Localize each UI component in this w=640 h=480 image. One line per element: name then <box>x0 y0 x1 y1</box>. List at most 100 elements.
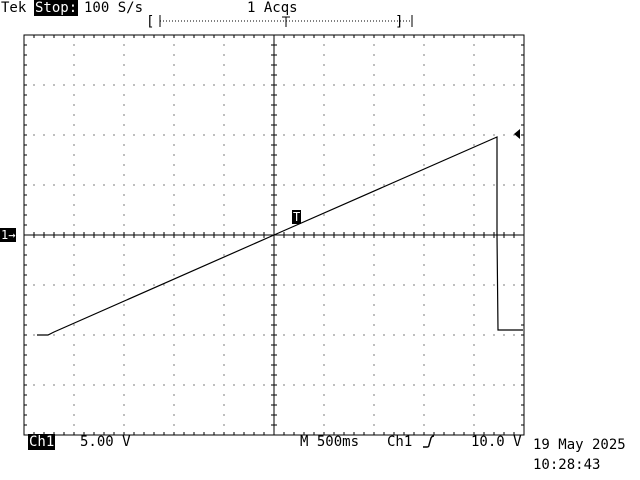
grid-dot <box>73 124 75 126</box>
grid-dot <box>153 284 155 286</box>
grid-dot <box>423 254 425 256</box>
grid-dot <box>73 184 75 186</box>
grid-dot <box>143 134 145 136</box>
grid-dot <box>433 384 435 386</box>
grid-dot <box>33 334 35 336</box>
grid-dot <box>223 104 225 106</box>
grid-dot <box>83 84 85 86</box>
grid-dot <box>393 334 395 336</box>
grid-dot <box>423 184 425 186</box>
grid-dot <box>223 374 225 376</box>
grid-dot <box>493 184 495 186</box>
grid-dot <box>473 214 475 216</box>
grid-dot <box>513 84 515 86</box>
grid-dot <box>123 64 125 66</box>
grid-dot <box>353 184 355 186</box>
grid-dot <box>343 84 345 86</box>
grid-dot <box>63 384 65 386</box>
grid-dot <box>373 314 375 316</box>
grid-dot <box>373 114 375 116</box>
grid-dot <box>83 384 85 386</box>
grid-dot <box>423 324 425 326</box>
grid-dot <box>223 304 225 306</box>
grid-dot <box>173 364 175 366</box>
grid-dot <box>313 134 315 136</box>
grid-dot <box>53 284 55 286</box>
grid-dot <box>253 134 255 136</box>
grid-dot <box>243 84 245 86</box>
grid-dot <box>173 124 175 126</box>
grid-dot <box>173 154 175 156</box>
grid-dot <box>313 384 315 386</box>
grid-dot <box>423 264 425 266</box>
grid-dot <box>513 184 515 186</box>
grid-dot <box>473 264 475 266</box>
grid-dot <box>223 84 225 86</box>
grid-dot <box>73 324 75 326</box>
grid-dot <box>223 284 225 286</box>
time-label: 10:28:43 <box>533 457 601 473</box>
grid-dot <box>173 104 175 106</box>
grid-dot <box>443 184 445 186</box>
grid-dot <box>353 334 355 336</box>
grid-dot <box>173 164 175 166</box>
grid-dot <box>393 84 395 86</box>
grid-dot <box>223 174 225 176</box>
grid-dot <box>223 254 225 256</box>
grid-dot <box>143 84 145 86</box>
grid-dot <box>173 244 175 246</box>
grid-dot <box>373 304 375 306</box>
grid-dot <box>413 384 415 386</box>
grid-dot <box>473 94 475 96</box>
grid-dot <box>473 354 475 356</box>
grid-dot <box>363 284 365 286</box>
grid-dot <box>223 324 225 326</box>
grid-dot <box>193 184 195 186</box>
grid-dot <box>243 284 245 286</box>
grid-dot <box>373 254 375 256</box>
grid-dot <box>73 74 75 76</box>
grid-dot <box>183 334 185 336</box>
grid-dot <box>123 74 125 76</box>
grid-dot <box>223 274 225 276</box>
grid-dot <box>223 334 225 336</box>
trigger-level-label: 10.0 V <box>471 434 522 450</box>
graticule <box>23 34 525 436</box>
grid-dot <box>423 364 425 366</box>
grid-dot <box>373 244 375 246</box>
grid-dot <box>483 84 485 86</box>
grid-dot <box>473 164 475 166</box>
grid-dot <box>333 184 335 186</box>
grid-dot <box>203 84 205 86</box>
grid-dot <box>223 124 225 126</box>
grid-dot <box>473 294 475 296</box>
grid-dot <box>473 184 475 186</box>
brand-label: Tek <box>1 0 27 16</box>
grid-dot <box>113 384 115 386</box>
grid-dot <box>123 174 125 176</box>
grid-dot <box>73 394 75 396</box>
grid-dot <box>293 84 295 86</box>
grid-dot <box>373 194 375 196</box>
grid-dot <box>153 384 155 386</box>
grid-dot <box>353 284 355 286</box>
grid-dot <box>423 74 425 76</box>
grid-dot <box>503 384 505 386</box>
grid-dot <box>473 284 475 286</box>
grid-dot <box>473 424 475 426</box>
grid-dot <box>433 134 435 136</box>
grid-dot <box>403 84 405 86</box>
grid-dot <box>493 134 495 136</box>
grid-dot <box>373 164 375 166</box>
grid-dot <box>143 384 145 386</box>
grid-dot <box>133 134 135 136</box>
grid-dot <box>113 334 115 336</box>
grid-dot <box>473 254 475 256</box>
grid-dot <box>463 284 465 286</box>
grid-dot <box>113 134 115 136</box>
grid-dot <box>363 134 365 136</box>
grid-dot <box>443 134 445 136</box>
grid-dot <box>393 134 395 136</box>
grid-dot <box>73 144 75 146</box>
grid-dot <box>503 84 505 86</box>
